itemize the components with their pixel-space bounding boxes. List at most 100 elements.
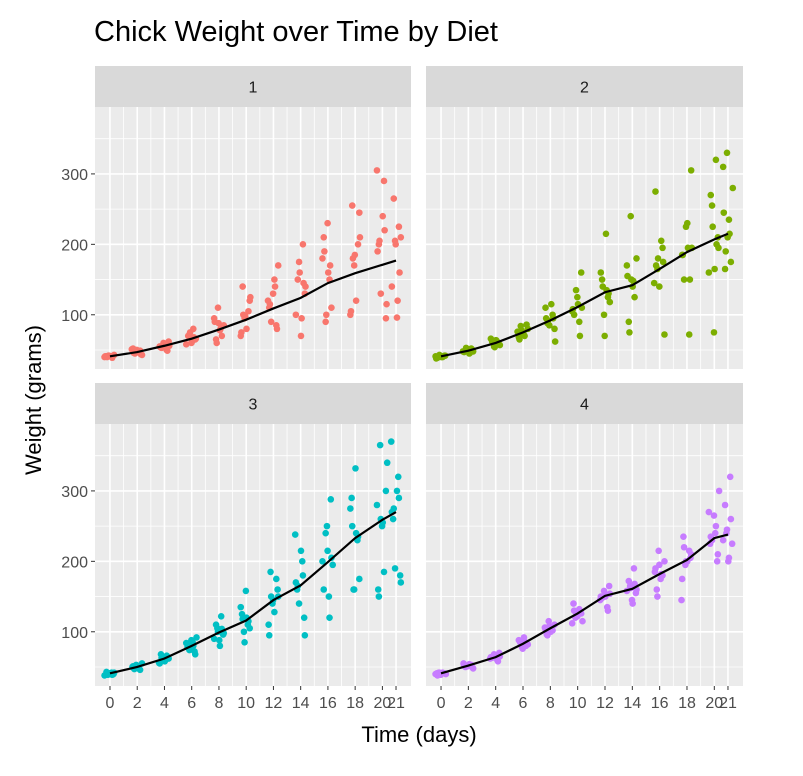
- data-point: [395, 223, 403, 231]
- data-point: [295, 600, 303, 607]
- data-point: [350, 262, 358, 269]
- y-tick-label: 300: [61, 167, 88, 184]
- data-point: [374, 586, 382, 593]
- data-point: [324, 219, 331, 227]
- data-point: [686, 276, 694, 283]
- data-point: [705, 269, 713, 276]
- data-point: [380, 177, 388, 185]
- facet-strip-label: 2: [580, 80, 589, 97]
- data-point: [726, 473, 734, 481]
- data-point: [348, 494, 355, 502]
- mean-line: [109, 511, 397, 675]
- data-point: [720, 209, 728, 216]
- mean-line: [109, 259, 397, 358]
- data-point: [727, 515, 735, 523]
- data-point: [721, 265, 729, 273]
- x-tick-label: 2: [464, 695, 473, 712]
- data-point: [519, 645, 526, 652]
- data-point: [652, 188, 659, 195]
- data-point: [712, 522, 720, 530]
- data-point: [598, 276, 606, 283]
- data-point: [322, 318, 329, 326]
- data-point: [297, 332, 305, 340]
- data-point: [298, 558, 306, 565]
- data-point: [570, 600, 577, 607]
- data-point: [388, 283, 396, 290]
- data-point: [623, 262, 631, 269]
- data-point: [274, 262, 282, 269]
- data-point: [397, 233, 405, 241]
- data-point: [379, 212, 387, 220]
- mean-line: [440, 533, 729, 675]
- data-point: [604, 607, 612, 614]
- data-point: [654, 255, 662, 262]
- data-point: [245, 307, 252, 315]
- panel-background: [95, 107, 411, 369]
- data-point: [352, 465, 359, 472]
- x-tick-label: 20: [705, 695, 723, 712]
- data-point: [382, 487, 390, 495]
- data-point: [709, 223, 716, 231]
- data-point: [710, 512, 718, 519]
- data-point: [708, 202, 716, 209]
- data-point: [725, 554, 733, 562]
- data-point: [354, 241, 362, 248]
- data-point: [216, 642, 224, 650]
- data-point: [680, 543, 688, 551]
- data-point: [678, 575, 686, 583]
- data-point: [356, 233, 364, 241]
- data-point: [523, 321, 530, 328]
- data-point: [352, 297, 360, 304]
- data-point: [381, 226, 388, 234]
- x-tick-label: 18: [678, 695, 696, 712]
- data-point: [680, 533, 687, 540]
- data-point: [271, 608, 278, 616]
- data-point: [241, 312, 249, 320]
- x-tick-label: 8: [546, 695, 555, 712]
- y-tick-label: 100: [61, 308, 88, 325]
- x-tick-label: 16: [651, 695, 669, 712]
- data-point: [391, 565, 399, 572]
- data-point: [726, 230, 733, 238]
- data-point: [652, 262, 660, 269]
- data-point: [544, 631, 551, 639]
- data-point: [273, 575, 280, 583]
- data-point: [710, 329, 718, 336]
- data-point: [324, 547, 331, 555]
- data-point: [551, 325, 558, 333]
- data-point: [542, 304, 549, 312]
- data-point: [659, 244, 666, 252]
- data-point: [373, 501, 381, 509]
- data-point: [329, 561, 337, 569]
- data-point: [265, 631, 273, 639]
- data-point: [661, 331, 668, 338]
- data-point: [625, 577, 633, 585]
- facet-panel-1: 1 100 200 300: [61, 66, 411, 369]
- data-point: [265, 621, 272, 629]
- data-point: [516, 336, 523, 343]
- x-tick-label: 4: [160, 695, 169, 712]
- x-tick-label: 21: [387, 695, 405, 712]
- x-tick-label: 10: [569, 695, 587, 712]
- data-point: [319, 255, 326, 262]
- data-point: [347, 307, 355, 315]
- data-point: [387, 438, 395, 445]
- data-point: [242, 587, 250, 595]
- data-point: [295, 258, 303, 266]
- data-point: [218, 332, 226, 340]
- data-point: [434, 353, 442, 360]
- data-point: [545, 617, 553, 625]
- x-tick-label: 12: [596, 695, 614, 712]
- data-point: [705, 508, 713, 516]
- data-point: [319, 558, 326, 565]
- data-point: [469, 665, 477, 672]
- data-point: [266, 300, 274, 308]
- panel-background: [95, 424, 411, 686]
- data-point: [653, 586, 661, 593]
- data-point: [687, 167, 695, 174]
- data-point: [300, 614, 308, 621]
- data-point: [240, 628, 248, 636]
- data-point: [723, 149, 731, 157]
- facet-strip: [95, 66, 411, 107]
